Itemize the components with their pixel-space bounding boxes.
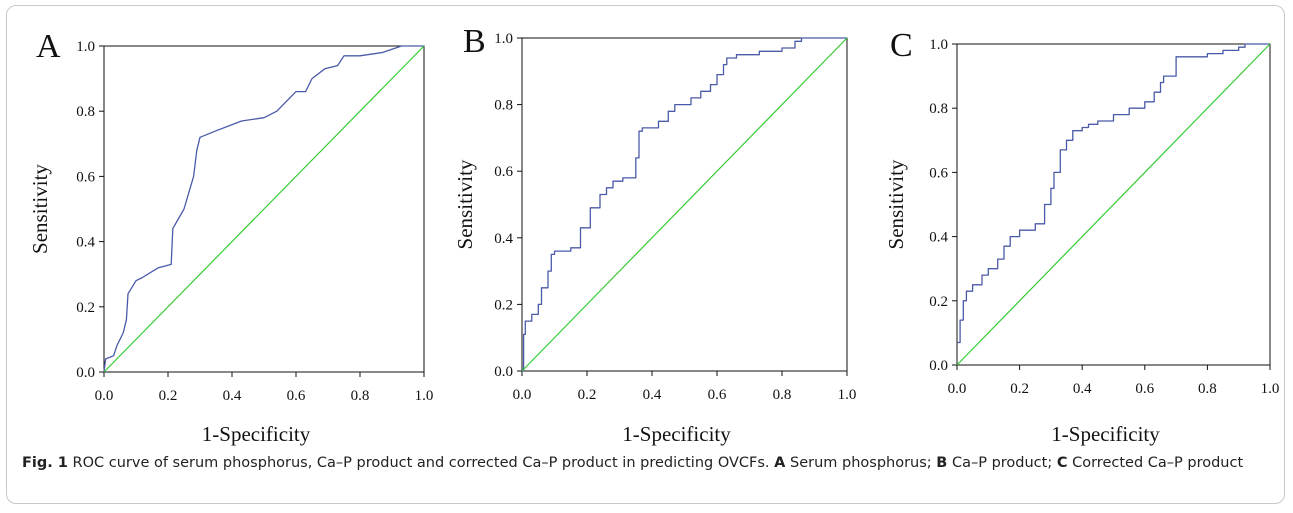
caption-label: Fig. 1 bbox=[22, 455, 68, 471]
legend-text-b: Ca–P product; bbox=[951, 455, 1053, 471]
y-tick-label-b: 0.2 bbox=[494, 297, 513, 313]
y-axis-title-c: Sensitivity bbox=[884, 159, 908, 249]
x-tick-label-a: 0.0 bbox=[95, 388, 114, 404]
x-tick-label-c: 0.6 bbox=[1135, 381, 1154, 397]
y-tick-label-a: 0.4 bbox=[76, 235, 95, 251]
y-tick-label-c: 0.6 bbox=[929, 165, 948, 181]
legend-key-b: B bbox=[936, 455, 948, 471]
x-tick-label-b: 0.8 bbox=[773, 387, 792, 403]
plot-area-b bbox=[521, 37, 848, 372]
y-tick-label-c: 0.2 bbox=[929, 294, 948, 310]
legend-key-c: C bbox=[1056, 455, 1068, 471]
y-tick-label-c: 1.0 bbox=[929, 37, 948, 53]
x-tick-label-a: 0.6 bbox=[287, 388, 306, 404]
y-tick-label-a: 0.0 bbox=[76, 365, 95, 381]
plot-area-c bbox=[956, 43, 1271, 366]
legend-text-a: Serum phosphorus; bbox=[789, 455, 932, 471]
x-tick-label-b: 0.2 bbox=[578, 387, 597, 403]
legend-text-c: Corrected Ca–P product bbox=[1072, 455, 1244, 471]
y-tick-label-c: 0.8 bbox=[929, 101, 948, 117]
roc-curve-c bbox=[957, 43, 1270, 344]
y-tick-label-c: 0.4 bbox=[929, 230, 948, 246]
plot-area-a bbox=[103, 45, 425, 373]
y-tick-label-a: 0.2 bbox=[76, 300, 95, 316]
reference-line-b bbox=[521, 37, 848, 372]
x-tick-label-a: 0.8 bbox=[351, 388, 370, 404]
x-tick-label-a: 1.0 bbox=[415, 388, 434, 404]
x-tick-label-b: 0.4 bbox=[643, 387, 662, 403]
y-tick-label-c: 0.0 bbox=[929, 358, 948, 374]
panel-letter-b: B bbox=[463, 23, 486, 60]
y-tick-label-a: 1.0 bbox=[76, 39, 95, 55]
x-tick-label-b: 1.0 bbox=[838, 387, 857, 403]
y-tick-label-b: 0.8 bbox=[494, 98, 513, 114]
y-tick-label-a: 0.8 bbox=[76, 104, 95, 120]
y-tick-label-b: 0.4 bbox=[494, 231, 513, 247]
x-tick-label-c: 0.4 bbox=[1073, 381, 1092, 397]
y-axis-title-b: Sensitivity bbox=[453, 159, 477, 249]
figure-caption: Fig. 1 ROC curve of serum phosphorus, Ca… bbox=[22, 453, 1272, 474]
x-axis-title-c: 1-Specificity bbox=[1051, 422, 1160, 446]
x-axis-title-a: 1-Specificity bbox=[202, 422, 311, 446]
caption-text: ROC curve of serum phosphorus, Ca–P prod… bbox=[72, 455, 770, 471]
y-tick-label-b: 0.6 bbox=[494, 164, 513, 180]
roc-curve-a bbox=[103, 45, 424, 373]
panel-letter-c: C bbox=[890, 27, 913, 64]
legend-key-a: A bbox=[774, 455, 786, 471]
x-tick-label-b: 0.6 bbox=[708, 387, 727, 403]
x-tick-label-a: 0.4 bbox=[223, 388, 242, 404]
reference-line-a bbox=[103, 45, 425, 373]
x-tick-label-c: 0.0 bbox=[948, 381, 967, 397]
y-tick-label-b: 0.0 bbox=[494, 364, 513, 380]
x-tick-label-c: 0.2 bbox=[1010, 381, 1029, 397]
y-tick-label-b: 1.0 bbox=[494, 31, 513, 47]
panel-letter-a: A bbox=[36, 28, 61, 65]
reference-line-c bbox=[956, 43, 1271, 366]
roc-curve-b bbox=[522, 37, 847, 372]
x-tick-label-c: 1.0 bbox=[1261, 381, 1280, 397]
y-axis-title-a: Sensitivity bbox=[28, 164, 52, 254]
x-tick-label-c: 0.8 bbox=[1198, 381, 1217, 397]
x-axis-title-b: 1-Specificity bbox=[622, 422, 731, 446]
x-tick-label-a: 0.2 bbox=[159, 388, 178, 404]
x-tick-label-b: 0.0 bbox=[513, 387, 532, 403]
y-tick-label-a: 0.6 bbox=[76, 169, 95, 185]
